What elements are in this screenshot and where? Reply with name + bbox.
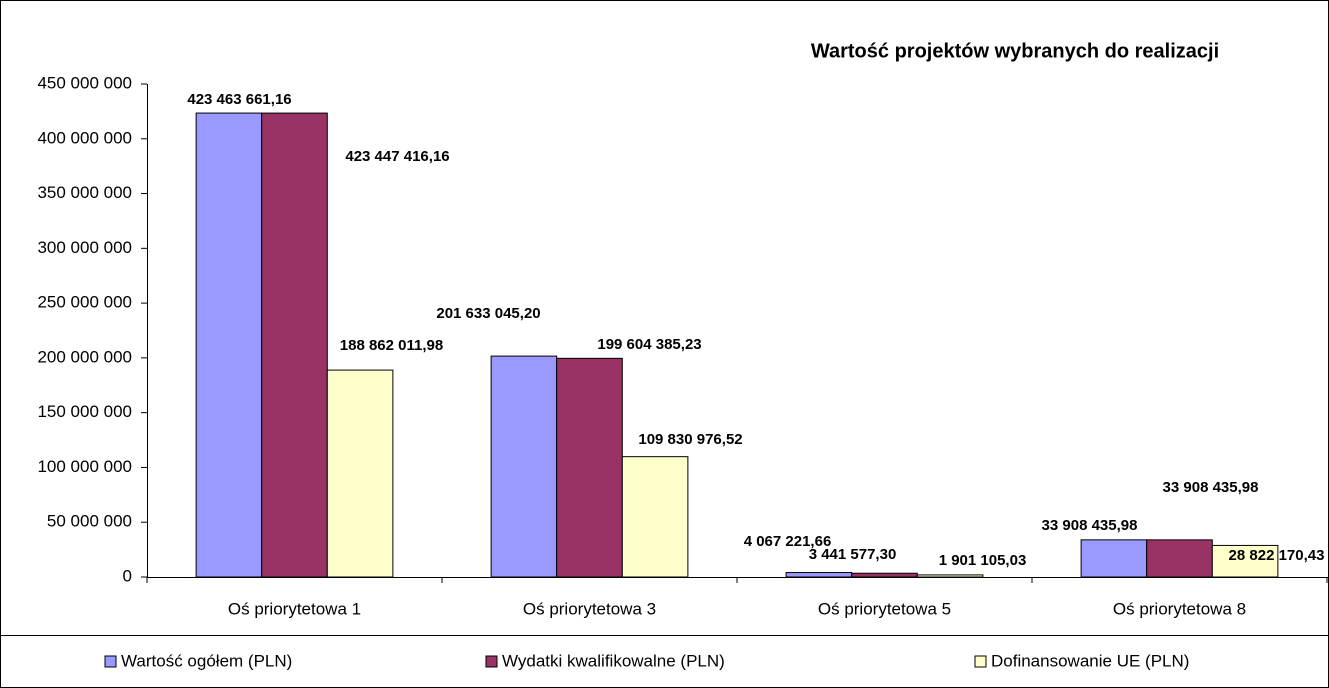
legend-label: Wydatki kwalifikowalne (PLN) [502,651,725,670]
legend-swatch [104,655,117,668]
bar [195,112,263,578]
x-tick-label: Oś priorytetowa 5 [818,599,951,618]
bar [785,572,853,578]
value-label: 188 862 011,98 [340,337,443,354]
value-label: 201 633 045,20 [436,305,540,322]
value-label: 3 441 577,30 [809,546,897,563]
value-label: 33 908 435,98 [1163,479,1259,496]
bar [326,369,394,578]
value-label: 199 604 385,23 [597,336,701,353]
value-label: 423 463 661,16 [187,91,291,108]
value-label: 423 447 416,16 [345,148,449,165]
value-label: 4 067 221,66 [744,533,832,550]
bar [916,574,984,578]
bar [621,456,689,578]
value-label: 33 908 435,98 [1042,517,1138,534]
y-tick-label: 350 000 000 [37,183,132,202]
x-tick-label: Oś priorytetowa 3 [523,599,656,618]
bar [556,357,623,578]
chart-title: Wartość projektów wybranych do realizacj… [811,40,1219,62]
value-label: 28 822 170,43 [1229,547,1325,564]
legend-swatch [974,655,987,668]
y-tick-label: 250 000 000 [37,293,132,312]
legend-swatch [485,655,498,668]
value-label: 1 901 105,03 [939,552,1027,569]
y-tick-label: 300 000 000 [37,238,132,257]
y-tick-label: 150 000 000 [37,402,132,421]
bar [1211,544,1279,578]
value-label: 109 830 976,52 [638,431,742,448]
y-tick-label: 0 [123,566,132,585]
bar [490,355,558,578]
bar [851,572,918,578]
x-tick-label: Oś priorytetowa 8 [1113,599,1246,618]
bar [1080,539,1148,578]
legend-label: Dofinansowanie UE (PLN) [991,651,1189,670]
bar [1146,539,1213,578]
y-tick-label: 200 000 000 [37,347,132,366]
legend-label: Wartość ogółem (PLN) [121,651,292,670]
x-tick-label: Oś priorytetowa 1 [228,599,361,618]
y-tick-label: 50 000 000 [47,512,132,531]
y-tick-label: 450 000 000 [37,73,132,92]
y-tick-label: 400 000 000 [37,128,132,147]
y-tick-label: 100 000 000 [37,457,132,476]
bar [261,112,328,578]
